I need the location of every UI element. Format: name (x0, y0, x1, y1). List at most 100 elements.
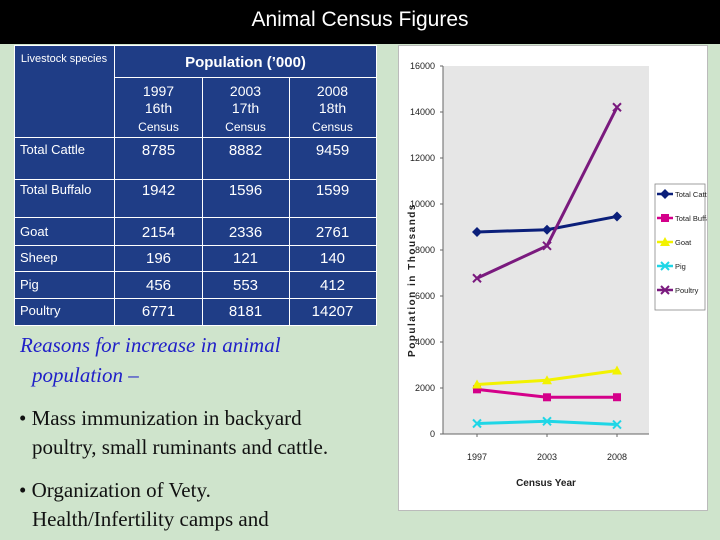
legend-label: Total Cattle (675, 190, 707, 199)
table-divider (15, 179, 376, 180)
bullet-line: • Mass immunization in backyard (19, 406, 302, 430)
value-cell: 6771 (141, 303, 176, 320)
y-tick-label: 0 (430, 429, 435, 439)
table-divider (202, 77, 203, 325)
x-tick-label: 2008 (607, 452, 627, 462)
data-point-total-buffalo (473, 385, 481, 394)
value-cell: 1596 (228, 182, 263, 199)
species-sheep: Sheep (20, 250, 58, 265)
species-goat: Goat (20, 224, 49, 239)
data-point-goat (472, 379, 482, 389)
value-cell: 2761 (315, 224, 350, 241)
data-point-goat (612, 365, 622, 375)
value-cell: 140 (319, 250, 346, 267)
data-point-poultry (472, 273, 482, 283)
table-divider (15, 245, 376, 246)
reasons-section: Reasons for increase in animal populatio… (19, 330, 380, 534)
legend-label: Pig (675, 262, 686, 271)
year-value: 1997 (142, 83, 175, 99)
table-divider (15, 137, 376, 138)
value-cell: 553 (232, 277, 259, 294)
bullet-line: • Organization of Vety. (19, 478, 211, 502)
reasons-title-line: Reasons for increase in animal (20, 333, 281, 357)
data-point-pig (472, 418, 482, 429)
year-header-2008: 2008 18th (289, 83, 376, 117)
data-point-pig (542, 416, 552, 426)
y-tick-label: 4000 (415, 337, 435, 347)
population-header: Population (’000) (185, 54, 306, 71)
y-tick-label: 10000 (410, 199, 435, 209)
table-divider (289, 77, 290, 325)
species-buffalo: Total Buffalo (20, 182, 92, 197)
year-header-2003: 2003 17th (202, 83, 289, 117)
y-tick-label: 2000 (415, 383, 435, 393)
census-number: 17th (231, 100, 260, 116)
data-point-total-cattle (472, 226, 482, 237)
reason-bullet: • Organization of Vety. Health/Infertili… (19, 476, 380, 534)
title-bar (0, 0, 720, 44)
data-point-total-buffalo (613, 393, 621, 402)
census-number: 16th (144, 100, 173, 116)
legend-label: Total Buffalo (675, 214, 707, 223)
legend-label: Goat (675, 238, 692, 247)
value-cell: 456 (145, 277, 172, 294)
bullet-line: Health/Infertility camps and (32, 507, 269, 531)
census-label-2008: Census (312, 120, 353, 134)
legend-marker-total-cattle (660, 189, 670, 199)
data-point-goat (542, 375, 552, 385)
value-cell: 412 (319, 277, 346, 294)
value-cell: 196 (145, 250, 172, 267)
value-cell: 8785 (141, 142, 176, 159)
data-point-pig (612, 419, 622, 430)
data-point-total-cattle (542, 224, 552, 235)
reason-bullet: • Mass immunization in backyard poultry,… (19, 404, 380, 462)
reasons-title-line: population – (32, 363, 139, 387)
value-cell: 2154 (141, 224, 176, 241)
census-chart: 0 2000 4000 6000 8000 10000 12000 14000 16000 199… (398, 45, 716, 511)
x-tick-label: 1997 (467, 452, 487, 462)
census-label-1997: Census (138, 120, 179, 134)
y-tick-label: 12000 (410, 153, 435, 163)
value-cell: 2336 (228, 224, 263, 241)
legend-marker-pig (660, 261, 670, 271)
table-divider (114, 46, 115, 325)
species-pig: Pig (20, 277, 39, 292)
reasons-title: Reasons for increase in animal populatio… (20, 330, 380, 390)
species-poultry: Poultry (20, 303, 61, 318)
table-divider (15, 298, 376, 299)
data-point-total-buffalo (543, 393, 551, 402)
year-value: 2003 (229, 83, 262, 99)
value-cell: 8882 (228, 142, 263, 159)
species-header: Livestock species (20, 53, 108, 65)
x-tick-label: 2003 (537, 452, 557, 462)
bullet-line: poultry, small ruminants and cattle. (32, 435, 329, 459)
y-tick-label: 16000 (410, 61, 435, 71)
table-divider (15, 271, 376, 272)
y-tick-label: 8000 (415, 245, 435, 255)
legend-marker-total-buffalo (661, 214, 669, 222)
page-title: Animal Census Figures (251, 8, 469, 31)
legend-marker-poultry (660, 285, 670, 295)
data-point-total-cattle (612, 211, 622, 222)
value-cell: 8181 (228, 303, 263, 320)
census-number: 18th (318, 100, 347, 116)
species-cattle: Total Cattle (20, 142, 86, 157)
y-axis-title: Population in Thousands (407, 203, 418, 357)
value-cell: 14207 (311, 303, 354, 320)
value-cell: 121 (232, 250, 259, 267)
data-point-poultry (542, 241, 552, 251)
line-chart-svg: 0 2000 4000 6000 8000 10000 12000 14000 16000 199… (407, 61, 716, 489)
data-point-poultry (612, 102, 622, 112)
census-label-2003: Census (225, 120, 266, 134)
census-table: Livestock species Population (’000) 1997… (14, 45, 377, 326)
legend-label: Poultry (675, 286, 699, 295)
x-axis-title: Census Year (516, 478, 576, 489)
year-value: 2008 (316, 83, 349, 99)
y-tick-label: 6000 (415, 291, 435, 301)
year-header-1997: 1997 16th (115, 83, 202, 117)
table-divider (115, 77, 376, 78)
value-cell: 1942 (141, 182, 176, 199)
legend-marker-goat (660, 237, 670, 246)
value-cell: 9459 (315, 142, 350, 159)
value-cell: 1599 (315, 182, 350, 199)
